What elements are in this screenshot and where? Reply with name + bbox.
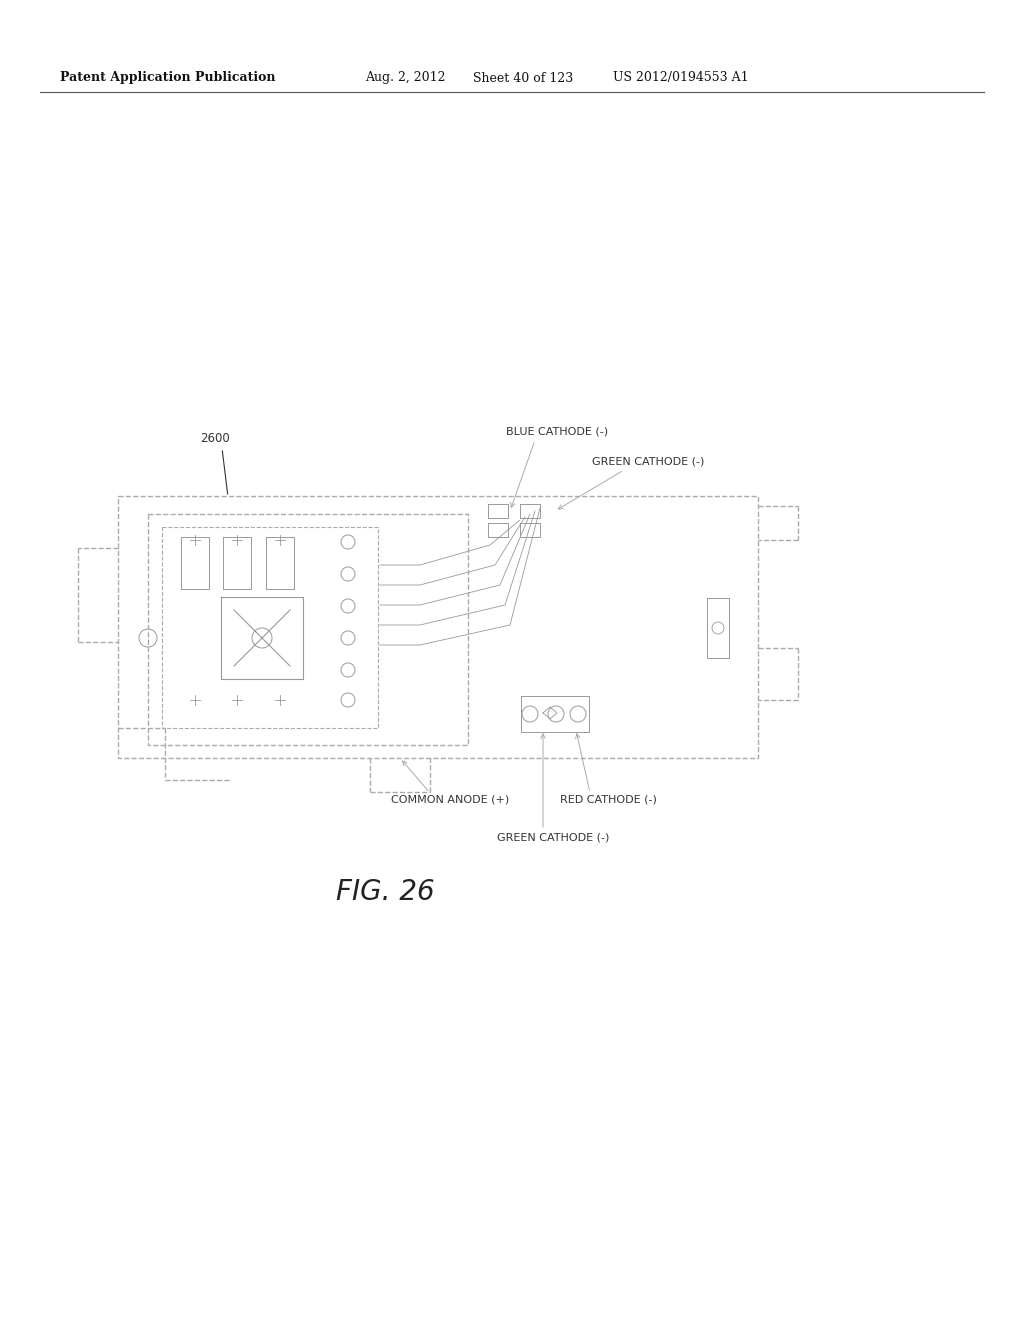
Text: COMMON ANODE (+): COMMON ANODE (+) bbox=[391, 795, 509, 805]
Text: Patent Application Publication: Patent Application Publication bbox=[60, 71, 275, 84]
Text: BLUE CATHODE (-): BLUE CATHODE (-) bbox=[506, 426, 608, 437]
Text: FIG. 26: FIG. 26 bbox=[336, 878, 434, 906]
Text: Aug. 2, 2012: Aug. 2, 2012 bbox=[365, 71, 445, 84]
Text: GREEN CATHODE (-): GREEN CATHODE (-) bbox=[497, 833, 609, 843]
Text: RED CATHODE (-): RED CATHODE (-) bbox=[559, 795, 656, 805]
Text: 2600: 2600 bbox=[200, 432, 229, 445]
Text: GREEN CATHODE (-): GREEN CATHODE (-) bbox=[592, 457, 705, 467]
Text: US 2012/0194553 A1: US 2012/0194553 A1 bbox=[613, 71, 749, 84]
Text: Sheet 40 of 123: Sheet 40 of 123 bbox=[473, 71, 573, 84]
